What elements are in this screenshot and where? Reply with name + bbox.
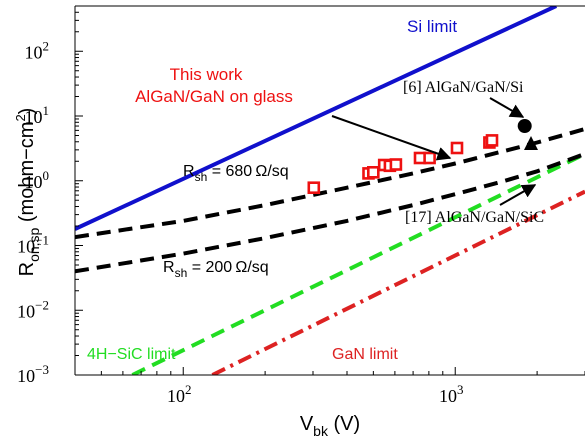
y-tick-label: 102 (25, 38, 50, 62)
series-layer (75, 6, 585, 375)
this-work-label-line1: This work (170, 65, 243, 84)
rsh-680-label: Rsh = 680 Ω/sq (183, 163, 289, 184)
this-work-label-line2: AlGaN/GaN on glass (135, 87, 293, 106)
y-axis-ticks: 10−3 10−2 10−1 100 101 102 (17, 5, 83, 386)
x-axis-ticks: 102 103 (74, 367, 585, 406)
x-tick-label: 103 (439, 382, 464, 406)
y-tick-label: 10−3 (17, 362, 49, 386)
series-line-rsh-200 (75, 152, 585, 274)
ref6-label: [6] AlGaN/GaN/Si (403, 79, 524, 96)
ref17-point (524, 136, 538, 150)
y-tick-label: 100 (25, 168, 50, 192)
this-work-point (485, 134, 499, 147)
series-line-sic-limit (131, 152, 585, 375)
y-axis-label: Ron,sp (mohm−cm2) (13, 108, 42, 277)
gan-limit-label: GaN limit (332, 346, 398, 363)
ref6-point (517, 119, 532, 133)
x-axis-label: Vbk (V) (300, 413, 360, 439)
ref17-label: [17] AlGaN/GaN/SiC (405, 209, 544, 226)
sic-limit-label: 4H−SiC limit (87, 346, 176, 363)
this-work-arrow (331, 115, 452, 161)
this-work-point (366, 166, 380, 179)
arrow-layer (331, 97, 537, 206)
this-work-point (423, 151, 436, 165)
si-limit-label: Si limit (407, 17, 457, 36)
x-tick-label: 102 (167, 382, 192, 406)
ref17-arrow (499, 184, 537, 206)
y-tick-label: 10−1 (17, 233, 49, 257)
y-tick-label: 10−2 (17, 297, 49, 321)
series-line-rsh-680 (75, 127, 585, 240)
series-line-si-limit (75, 6, 558, 231)
marker-layer (307, 119, 538, 194)
y-tick-label: 101 (25, 103, 50, 127)
this-work-point (307, 181, 321, 194)
this-work-point (450, 141, 464, 155)
series-line-gan-limit (211, 189, 585, 375)
this-work-point (389, 158, 403, 171)
ref6-arrow (489, 97, 525, 118)
rsh-200-label: Rsh = 200 Ω/sq (163, 259, 269, 280)
